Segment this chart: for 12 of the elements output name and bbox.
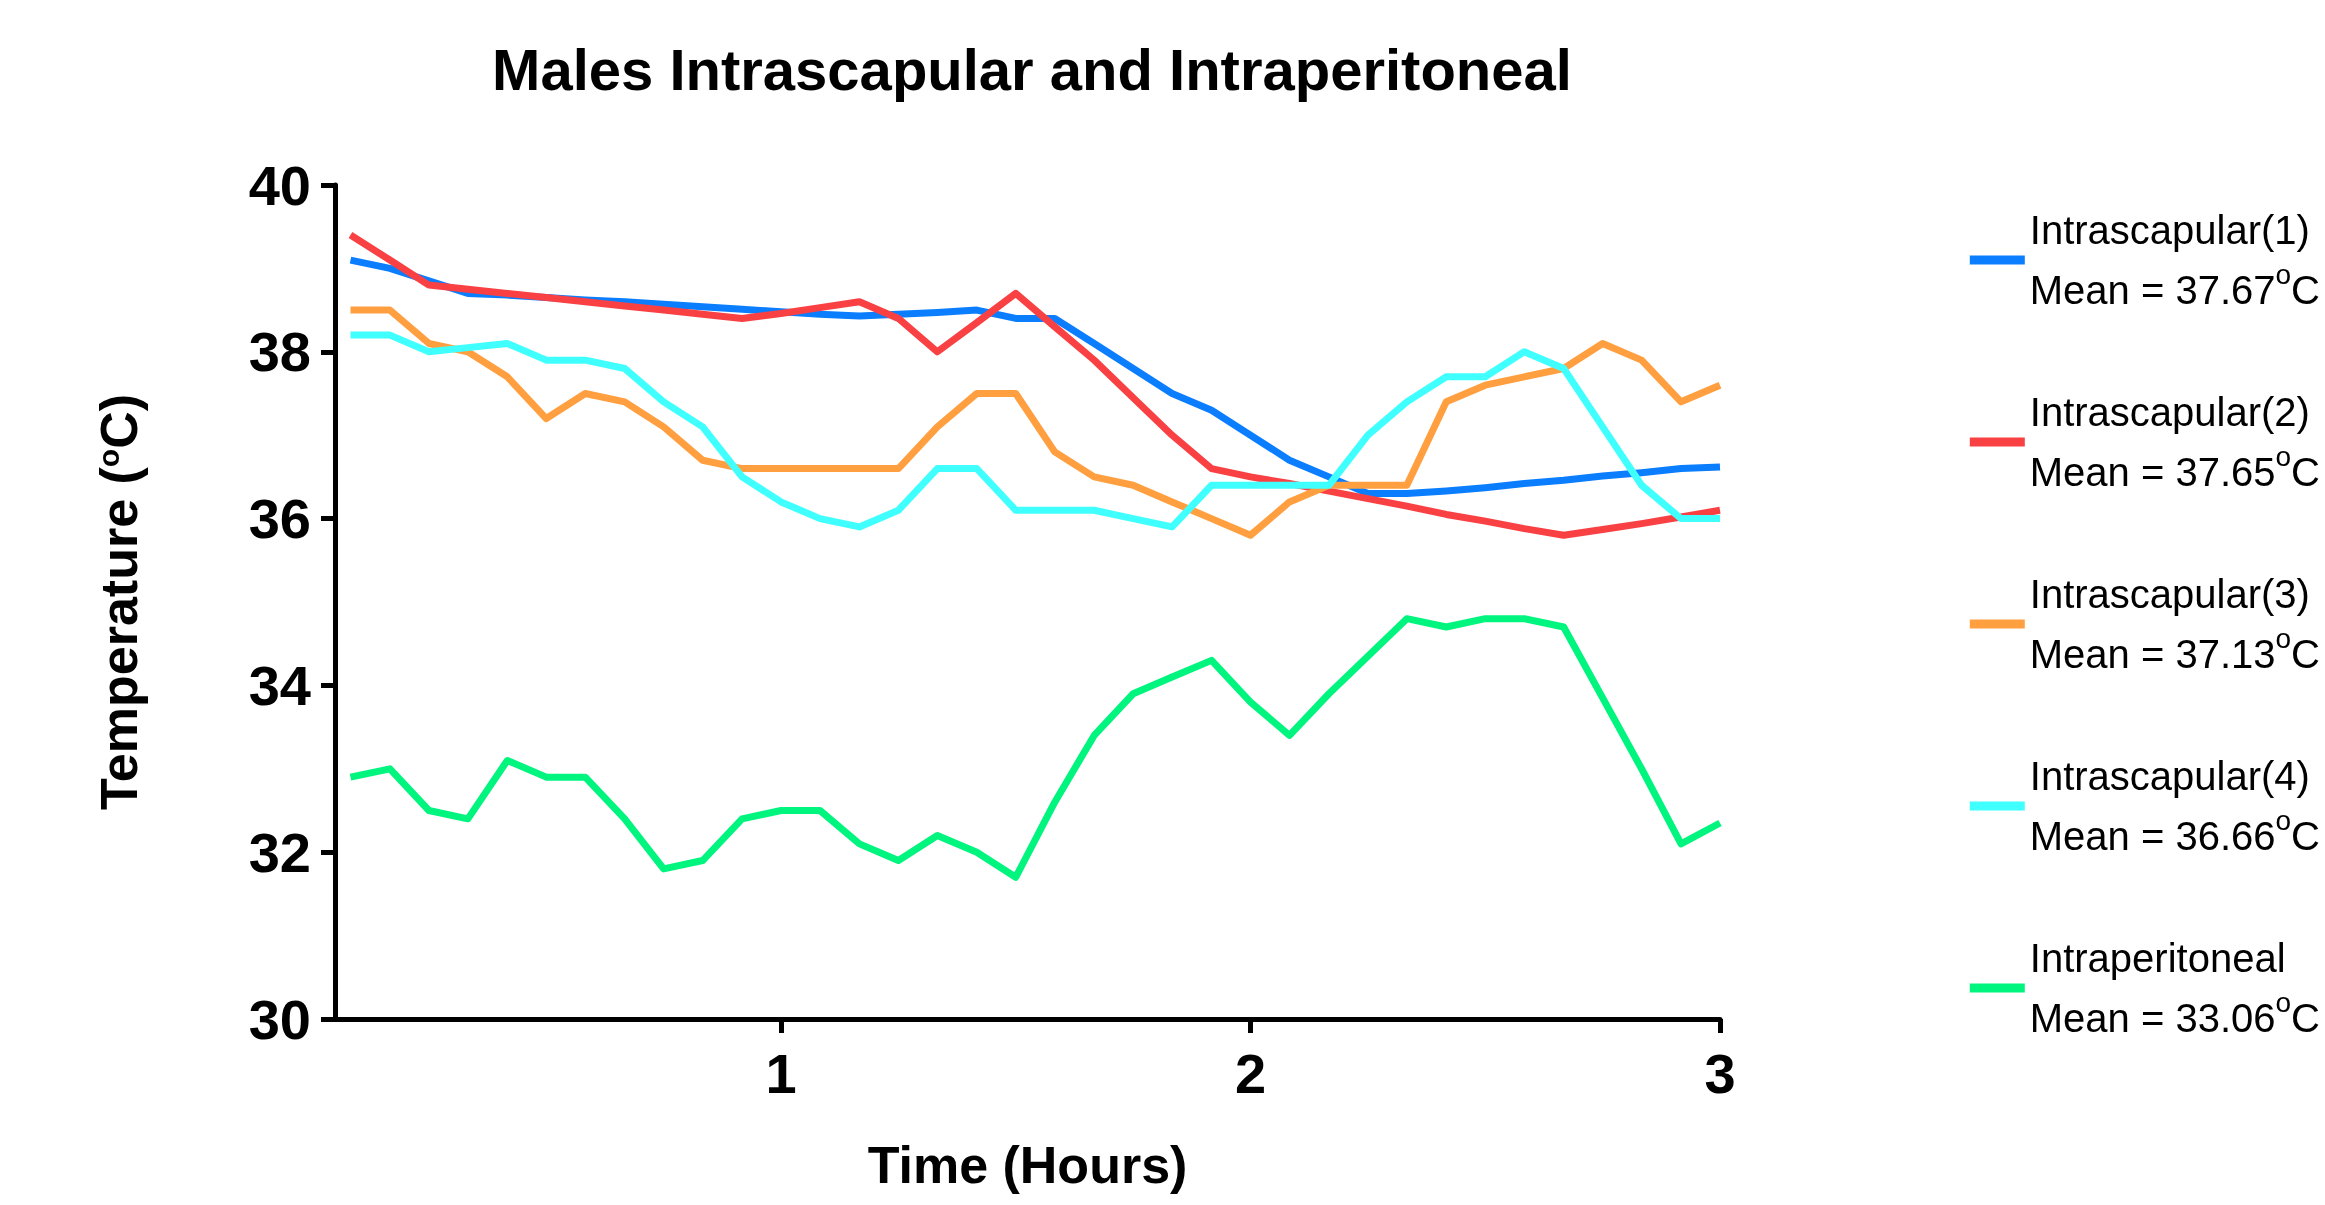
y-tick-label: 40 bbox=[248, 153, 311, 217]
y-axis-title: Temperature (oC) bbox=[90, 393, 148, 811]
y-tick-label: 30 bbox=[248, 987, 311, 1051]
y-tick-label: 32 bbox=[248, 820, 311, 884]
x-tick-label: 1 bbox=[765, 1041, 797, 1105]
y-tick-label: 34 bbox=[248, 653, 311, 717]
chart-title: Males Intrascapular and Intraperitoneal bbox=[492, 36, 1572, 102]
y-tick-label: 38 bbox=[248, 320, 311, 384]
y-tick-label: 36 bbox=[248, 487, 311, 551]
x-tick-label: 3 bbox=[1704, 1041, 1736, 1105]
x-tick-label: 2 bbox=[1234, 1041, 1267, 1105]
x-axis-title: Time (Hours) bbox=[867, 1136, 1188, 1194]
